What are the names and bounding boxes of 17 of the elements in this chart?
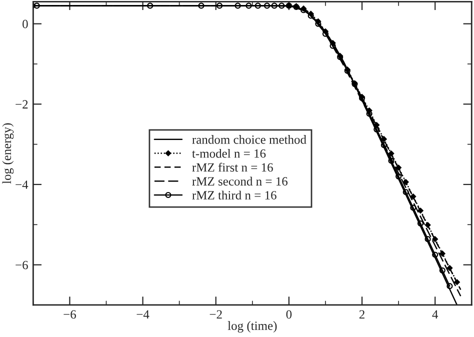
x-tick-label: 2 [359,310,364,319]
x-tick-label: −4 [136,310,150,319]
y-tick-label: −6 [16,260,28,270]
legend-label: rMZ third n = 16 [192,190,276,200]
legend-label: t-model n = 16 [192,148,266,158]
x-tick-label: −2 [210,310,222,319]
x-tick-label: 0 [286,310,292,319]
x-axis-title: log (time) [228,321,277,333]
y-tick-label: −2 [16,100,28,108]
legend-label: rMZ second n = 16 [192,176,288,186]
x-tick-label: 4 [432,310,438,319]
y-tick-label: 0 [22,20,28,28]
y-axis-title: log (energy) [2,123,14,184]
legend-label: rMZ first n = 16 [192,162,273,172]
x-tick-label: −6 [64,310,76,319]
y-tick-label: −4 [16,180,28,189]
legend-label: random choice method [192,135,306,144]
